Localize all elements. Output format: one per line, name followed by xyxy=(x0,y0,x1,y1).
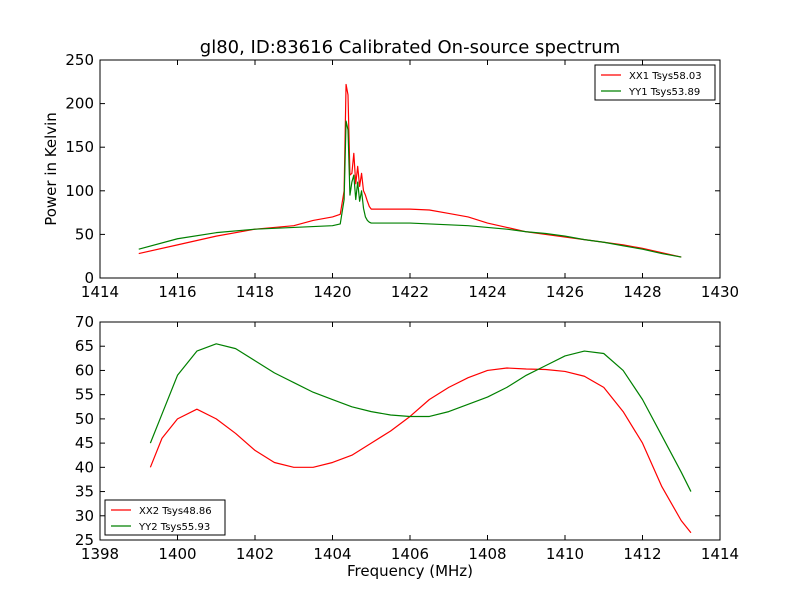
y-tick-label: 250 xyxy=(65,51,94,69)
chart-title: gl80, ID:83616 Calibrated On-source spec… xyxy=(200,37,620,58)
legend-label-1: XX1 Tsys58.03 xyxy=(629,71,702,82)
y-tick-label: 100 xyxy=(65,182,94,200)
x-tick-label: 1414 xyxy=(81,283,119,301)
legend-label-2: YY1 Tsys53.89 xyxy=(628,87,700,98)
y-tick-label: 40 xyxy=(75,458,94,476)
y-tick-label: 60 xyxy=(75,361,94,379)
y-tick-label: 55 xyxy=(75,386,94,404)
series-line-2 xyxy=(149,343,692,492)
series-line-1 xyxy=(149,367,692,534)
bottom-spectrum-panel: 1398 1400 1402 1404 1406 1408 1410 1412 1414 25 30… xyxy=(75,313,739,563)
x-tick-label: 1416 xyxy=(158,283,196,301)
y-tick-label: 35 xyxy=(75,483,94,501)
x-tick-label: 1408 xyxy=(468,545,506,563)
x-tick-label: 1404 xyxy=(313,545,351,563)
legend-box xyxy=(594,64,716,101)
x-tick-label: 1424 xyxy=(468,283,506,301)
y-tick-label: 150 xyxy=(65,138,94,156)
x-tick-label: 1400 xyxy=(158,545,196,563)
x-tick-label: 1428 xyxy=(623,283,661,301)
y-tick-label: 70 xyxy=(75,313,94,331)
x-tick-label: 1398 xyxy=(81,545,119,563)
legend-label-2: YY2 Tsys55.93 xyxy=(138,522,210,533)
x-tick-label: 1406 xyxy=(391,545,429,563)
series-line-1 xyxy=(138,83,682,258)
legend: XX1 Tsys58.03 YY1 Tsys53.89 xyxy=(594,64,716,101)
legend-label-1: XX2 Tsys48.86 xyxy=(139,506,212,517)
x-tick-label: 1402 xyxy=(236,545,274,563)
series-line-2 xyxy=(138,120,682,258)
x-tick-label: 1418 xyxy=(236,283,274,301)
y-tick-label: 0 xyxy=(84,269,94,287)
y-tick-label: 50 xyxy=(75,410,94,428)
y-axis-label: Power in Kelvin xyxy=(42,112,60,226)
x-tick-label: 1414 xyxy=(701,545,739,563)
y-tick-label: 200 xyxy=(65,95,94,113)
legend: XX2 Tsys48.86 YY2 Tsys55.93 xyxy=(104,499,226,536)
y-tick-label: 50 xyxy=(75,225,94,243)
y-tick-label: 45 xyxy=(75,434,94,452)
y-tick-label: 25 xyxy=(75,531,94,549)
x-tick-label: 1422 xyxy=(391,283,429,301)
top-spectrum-panel: 1414 1416 1418 1420 1422 1424 1426 1428 1430 0 50 1… xyxy=(42,51,739,301)
x-tick-label: 1420 xyxy=(313,283,351,301)
y-tick-label: 30 xyxy=(75,507,94,525)
x-tick-label: 1410 xyxy=(546,545,584,563)
x-axis-label: Frequency (MHz) xyxy=(347,562,473,580)
legend-box xyxy=(104,499,226,536)
x-tick-label: 1412 xyxy=(623,545,661,563)
x-tick-label: 1430 xyxy=(701,283,739,301)
x-tick-label: 1426 xyxy=(546,283,584,301)
y-tick-label: 65 xyxy=(75,337,94,355)
